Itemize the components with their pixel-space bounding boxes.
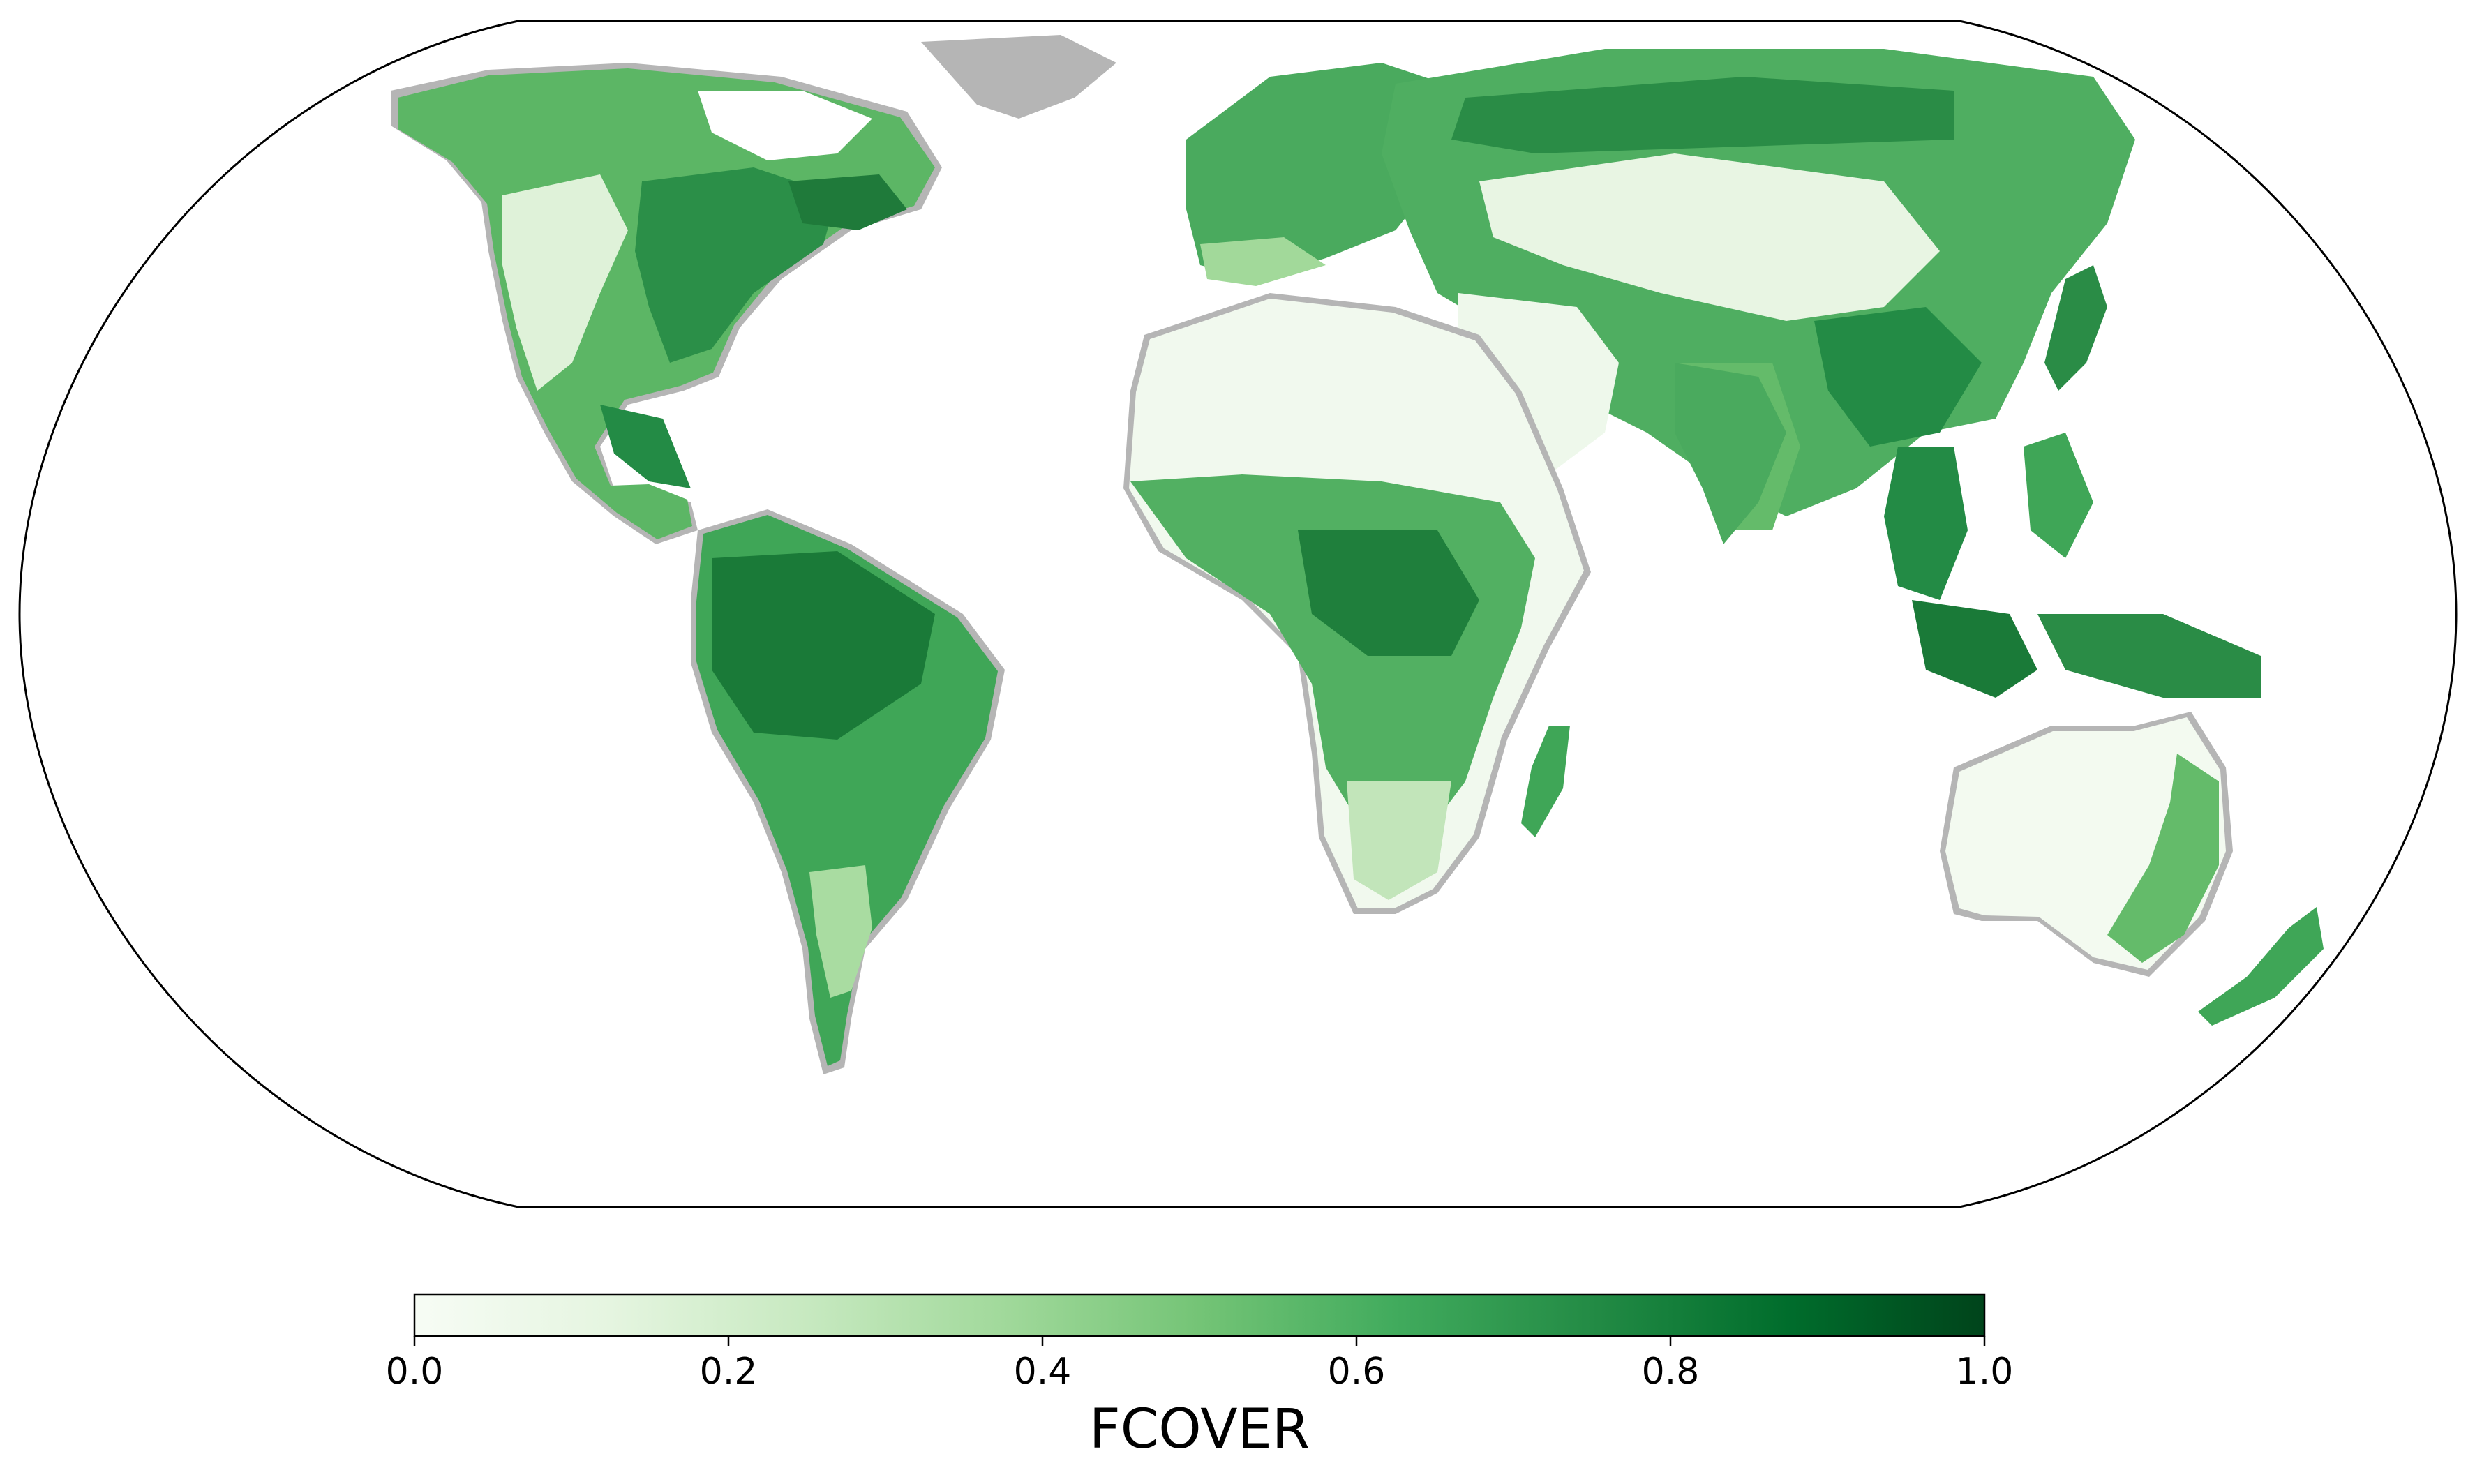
colorbar-ticks: 0.0 0.2 0.4 0.6 0.8 1.0	[386, 1336, 2014, 1393]
africa	[1123, 293, 1591, 914]
australia	[1940, 712, 2233, 977]
india	[1675, 363, 1786, 544]
colorbar-tick-label: 0.0	[386, 1351, 444, 1393]
new-zealand	[2198, 907, 2324, 1026]
colorbar-tick-label: 0.6	[1328, 1351, 1386, 1393]
colorbar-tick-label: 0.8	[1642, 1351, 1700, 1393]
colorbar-tick-label: 1.0	[1956, 1351, 2014, 1393]
colorbar-title: FCOVER	[1089, 1398, 1310, 1461]
land-masses	[391, 35, 2324, 1074]
colorbar-tick-label: 0.2	[700, 1351, 758, 1393]
greenland	[921, 35, 1116, 119]
southeast-asia	[1884, 433, 2261, 698]
japan	[2044, 265, 2107, 391]
north-america	[391, 63, 942, 544]
map-outline	[18, 20, 2458, 1208]
south-america	[691, 509, 1005, 1074]
world-map	[18, 20, 2458, 1208]
colorbar-tick-label: 0.4	[1014, 1351, 1072, 1393]
colorbar-gradient	[413, 1293, 1986, 1337]
madagascar	[1521, 726, 1570, 837]
colorbar: 0.0 0.2 0.4 0.6 0.8 1.0 FCOVER	[386, 1293, 2014, 1461]
